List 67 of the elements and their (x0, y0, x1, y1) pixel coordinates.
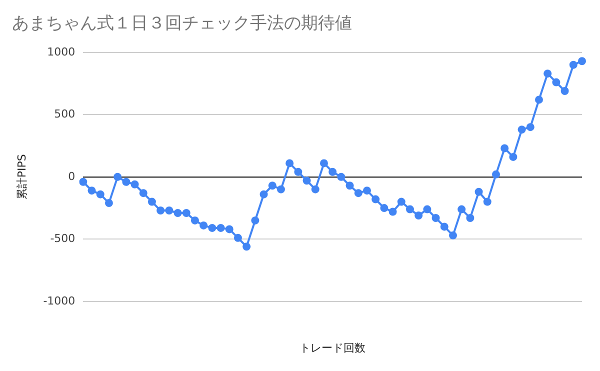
point (148, 198, 156, 206)
x-axis-title: トレード回数 (300, 341, 366, 354)
point (165, 206, 174, 215)
point (216, 224, 225, 232)
chart-title: あまちゃん式１日３回チェック手法の期待値 (12, 14, 352, 34)
point (139, 189, 148, 198)
point (96, 190, 104, 198)
point (560, 86, 569, 95)
point (448, 231, 457, 240)
point (474, 188, 483, 196)
point (518, 126, 526, 134)
point (552, 78, 560, 86)
point (276, 185, 285, 194)
point (414, 211, 423, 220)
point (372, 195, 380, 204)
point (509, 152, 518, 161)
point (182, 209, 190, 218)
point (380, 204, 388, 212)
point (311, 185, 320, 194)
point (432, 214, 440, 222)
point (362, 186, 371, 195)
point (337, 172, 346, 181)
point (578, 57, 586, 66)
point (423, 205, 432, 214)
point (122, 178, 130, 186)
point (569, 60, 578, 69)
point (346, 182, 354, 190)
point (302, 176, 311, 185)
point (328, 168, 337, 176)
point (483, 198, 492, 206)
point (466, 214, 474, 222)
y-tick-label: -500 (50, 232, 76, 246)
point (526, 123, 534, 132)
point (397, 198, 406, 206)
point (208, 224, 216, 232)
y-tick-label: 500 (54, 108, 76, 121)
point (88, 186, 96, 195)
point (156, 206, 165, 215)
y-tick-label: 0 (68, 170, 76, 183)
point (260, 190, 268, 198)
point (388, 208, 397, 216)
point (234, 234, 242, 242)
point (544, 70, 552, 78)
point (104, 199, 113, 208)
point (534, 96, 543, 104)
point (492, 170, 500, 178)
point (130, 180, 139, 188)
point (225, 225, 234, 234)
point (320, 159, 328, 168)
point (440, 222, 448, 231)
y-tick-label: -1000 (43, 294, 76, 308)
point (251, 216, 260, 224)
point (190, 216, 199, 224)
point (242, 242, 251, 251)
point (200, 221, 208, 230)
point (174, 209, 182, 218)
point (406, 205, 414, 214)
y-axis-title: 累計PIPS (15, 154, 28, 200)
point (114, 172, 122, 181)
y-tick-label: 1000 (47, 45, 76, 58)
point (500, 144, 509, 152)
point (354, 189, 362, 198)
point (79, 178, 88, 186)
point (458, 205, 466, 214)
point (294, 168, 302, 176)
point (286, 159, 294, 168)
point (268, 182, 276, 190)
